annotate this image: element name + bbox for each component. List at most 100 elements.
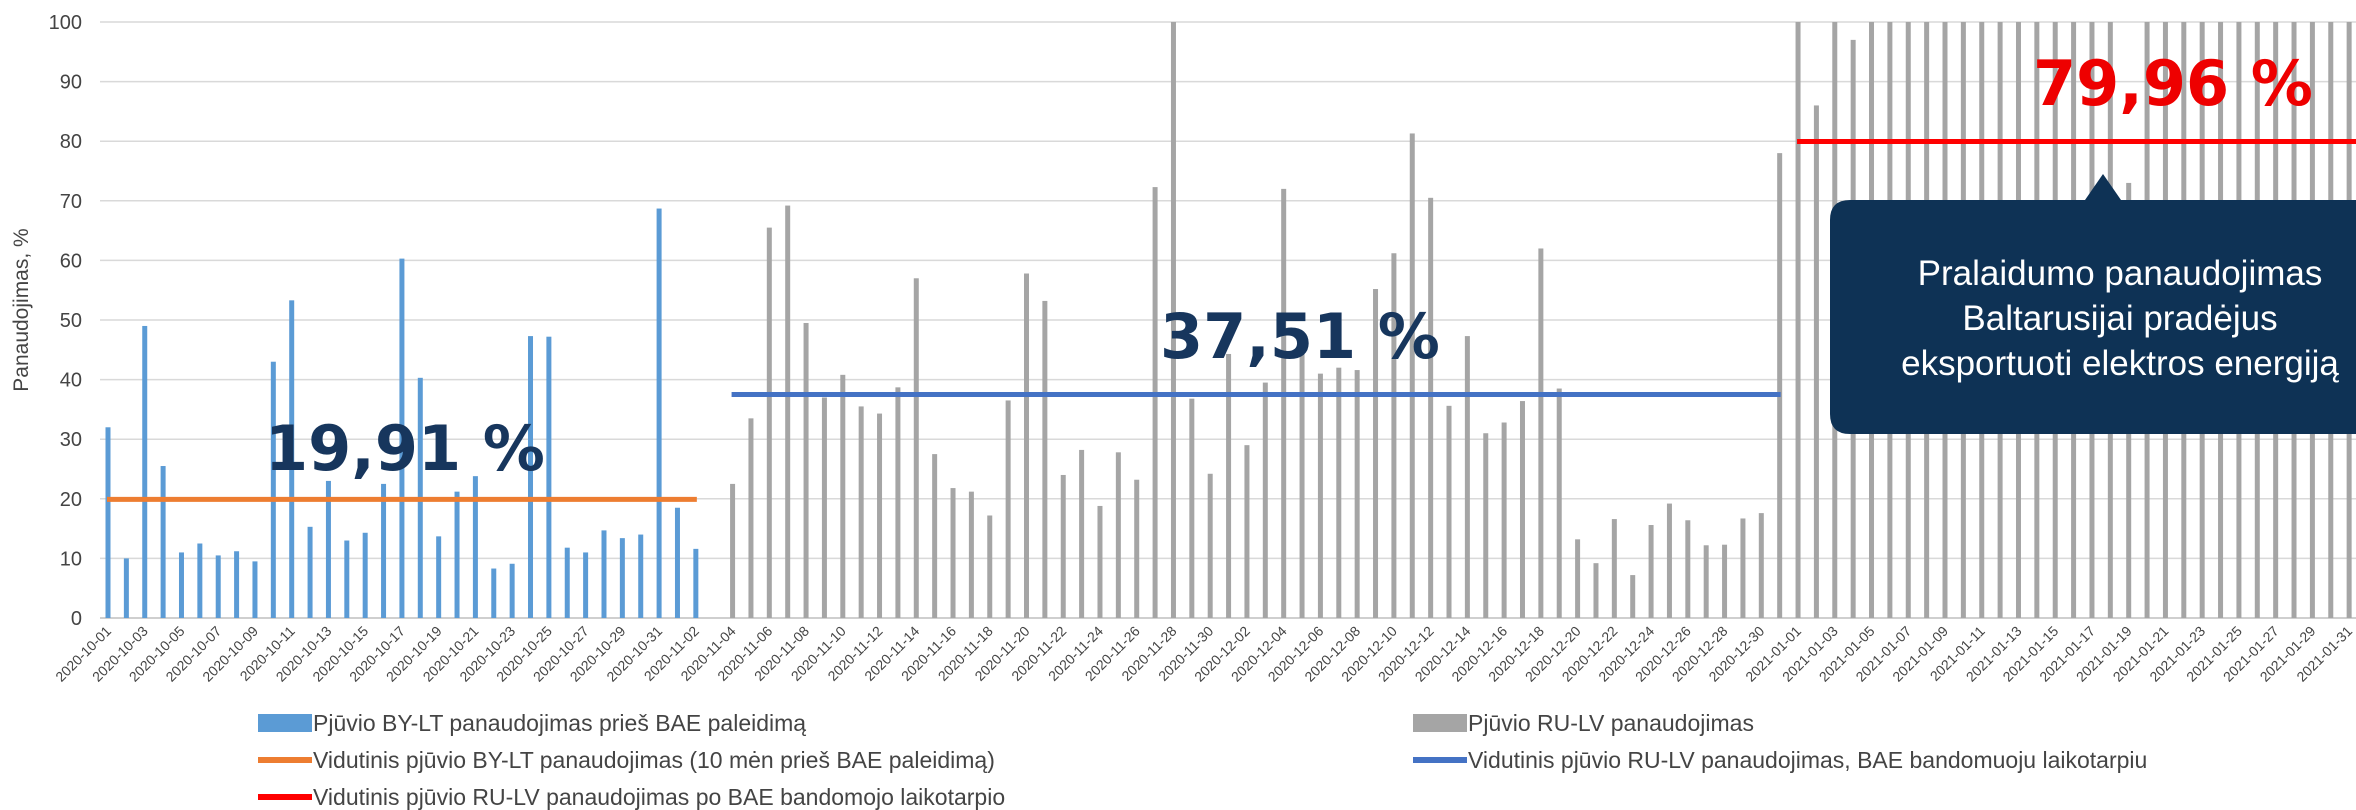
bar-by-lt	[619, 538, 625, 618]
bar-ru-lv	[1060, 474, 1066, 618]
bar-by-lt	[289, 300, 295, 618]
bar-by-lt	[307, 526, 313, 618]
bar-ru-lv	[1170, 22, 1176, 618]
bar-ru-lv	[1391, 253, 1397, 619]
y-tick-label: 40	[60, 370, 82, 392]
bar-ru-lv	[1262, 382, 1268, 618]
bar-ru-lv	[895, 387, 901, 618]
legend-label-by-lt-bars: Pjūvio BY-LT panaudojimas prieš BAE pale…	[313, 710, 806, 736]
bar-ru-lv	[1134, 479, 1140, 618]
bar-ru-lv	[1758, 513, 1764, 618]
bar-ru-lv	[1336, 367, 1342, 618]
bar-ru-lv	[1281, 188, 1287, 618]
y-tick-label: 100	[49, 12, 82, 34]
bar-ru-lv	[1740, 518, 1746, 618]
callout: Pralaidumo panaudojimas Baltarusijai pra…	[1830, 174, 2356, 434]
bar-ru-lv	[913, 278, 919, 618]
bar-ru-lv	[785, 205, 791, 618]
average-lines	[107, 138, 2356, 502]
bar-by-lt	[674, 507, 680, 618]
avg-label-by-lt: 19,91 %	[265, 412, 545, 485]
bar-ru-lv	[1097, 505, 1103, 618]
bar-ru-lv	[1611, 519, 1617, 618]
bar-ru-lv	[1115, 452, 1121, 618]
bar-ru-lv	[766, 227, 772, 618]
y-tick-label: 90	[60, 72, 82, 94]
bar-ru-lv	[730, 483, 736, 618]
bar-ru-lv	[1354, 370, 1360, 618]
bar-by-lt	[197, 543, 203, 618]
bar-ru-lv	[1152, 187, 1158, 619]
bar-ru-lv	[1409, 133, 1415, 618]
bar-by-lt	[344, 540, 350, 618]
bar-ru-lv	[1226, 353, 1232, 618]
bar-ru-lv	[1042, 300, 1048, 618]
bar-by-lt	[583, 552, 589, 618]
y-tick-label: 30	[60, 429, 82, 451]
y-tick-label: 20	[60, 489, 82, 511]
bar-ru-lv	[748, 418, 754, 618]
legend-label-ru-lv-bars: Pjūvio RU-LV panaudojimas	[1468, 710, 1754, 736]
bar-ru-lv	[932, 454, 938, 618]
bar-by-lt	[234, 551, 240, 618]
bar-ru-lv	[1685, 520, 1691, 618]
bar-by-lt	[656, 208, 662, 618]
y-tick-label: 80	[60, 131, 82, 153]
avg-label-ru-lv: 37,51 %	[1160, 300, 1440, 373]
bar-by-lt	[105, 427, 111, 618]
bar-ru-lv	[1079, 449, 1085, 618]
bar-ru-lv	[803, 322, 809, 618]
bar-ru-lv	[1464, 336, 1470, 618]
bar-ru-lv	[1538, 248, 1544, 619]
bar-by-lt	[142, 325, 148, 618]
callout-line-3: eksportuoti elektros energiją	[1901, 344, 2339, 383]
bar-ru-lv	[1244, 445, 1250, 618]
bar-ru-lv	[987, 515, 993, 618]
y-tick-label: 0	[71, 608, 82, 630]
bar-by-lt	[325, 480, 331, 618]
bar-by-lt	[381, 483, 387, 618]
bar-by-lt	[601, 530, 607, 618]
bar-ru-lv	[1207, 473, 1213, 618]
bar-ru-lv	[1575, 539, 1581, 618]
legend-label-ru-lv-after-avg: Vidutinis pjūvio RU-LV panaudojimas po B…	[313, 784, 1005, 810]
bar-by-lt	[564, 547, 570, 618]
bar-ru-lv	[1428, 197, 1434, 618]
legend-swatch-by-lt-bars	[258, 714, 312, 732]
bar-by-lt	[160, 466, 166, 618]
bar-ru-lv	[1373, 289, 1379, 618]
bar-by-lt	[528, 336, 534, 618]
bar-by-lt	[509, 563, 515, 618]
callout-box	[1830, 174, 2356, 434]
legend-swatch-ru-lv-bars	[1413, 714, 1467, 732]
callout-line-1: Pralaidumo panaudojimas	[1918, 254, 2323, 293]
bar-by-lt	[252, 561, 258, 618]
y-tick-label: 10	[60, 548, 82, 570]
bar-by-lt	[362, 532, 368, 618]
bar-ru-lv	[858, 406, 864, 618]
bar-ru-lv	[1795, 22, 1801, 618]
y-axis-label: Panaudojimas, %	[10, 228, 33, 391]
legend-label-by-lt-avg: Vidutinis pjūvio BY-LT panaudojimas (10 …	[313, 747, 995, 773]
callout-line-2: Baltarusijai pradėjus	[1962, 299, 2277, 338]
bar-ru-lv	[1556, 388, 1562, 618]
bar-by-lt	[436, 536, 442, 618]
bar-by-lt	[491, 568, 497, 618]
bar-ru-lv	[1630, 575, 1636, 618]
bar-ru-lv	[1648, 525, 1654, 618]
bar-ru-lv	[1593, 563, 1599, 618]
bar-ru-lv	[1446, 405, 1452, 618]
y-axis-ticks: 0 10 20 30 40 50 60 70 80 90 100	[49, 12, 82, 630]
bar-by-lt	[215, 555, 221, 618]
bar-ru-lv	[1777, 153, 1783, 618]
bar-by-lt	[546, 336, 552, 618]
bar-by-lt	[472, 476, 478, 618]
bar-ru-lv	[1189, 398, 1195, 618]
bar-ru-lv	[968, 491, 974, 618]
y-tick-label: 60	[60, 250, 82, 272]
avg-label-ru-lv-after: 79,96 %	[2033, 47, 2313, 120]
bar-by-lt	[270, 361, 276, 618]
bar-by-lt	[123, 558, 129, 618]
bar-ru-lv	[1703, 545, 1709, 618]
